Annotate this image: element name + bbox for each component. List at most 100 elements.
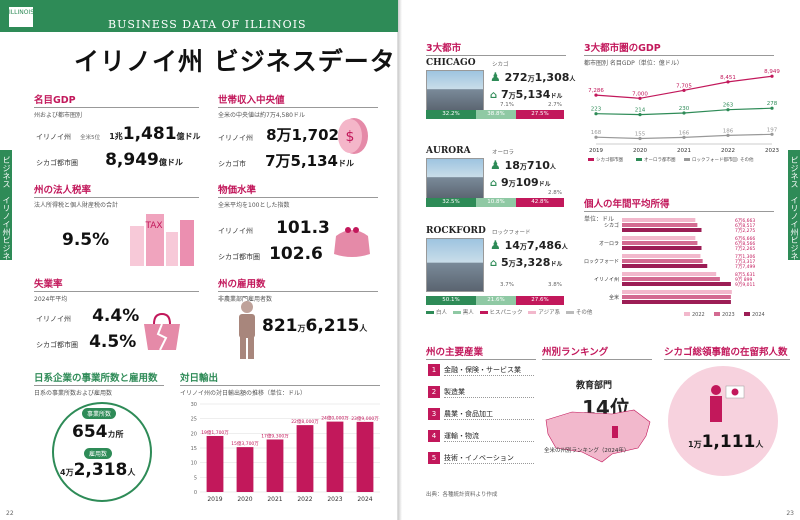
corptax-section: 州の法人税率 法人所得税と個人財産税の合計 [34, 182, 199, 209]
city-name: CHICAGO [426, 58, 476, 68]
gdp-row-metro: シカゴ都市圏 8,949億ドル [36, 150, 183, 170]
income-bar [622, 290, 732, 294]
side-tab-left[interactable]: ビジネス イリノイ州ビジネスデータ [0, 150, 12, 260]
gdp-legend-swatch [684, 158, 690, 161]
income-chart-sub: 単位：ドル [584, 216, 615, 223]
exports-chart: 0 5 10 15 20 25 30 19億1,700万 2019 15億3,700万 2020 17… [191, 402, 380, 503]
income-bar-label: 7万2,275 [735, 228, 755, 234]
gdp-point-label: 168 [591, 130, 602, 136]
side-tab-right-label: ビジネス イリノイ州ビジネスデータ [778, 156, 799, 260]
industry-item: 技術・イノベーション [444, 453, 534, 464]
unemp-row-state: イリノイ州 4.4% [36, 306, 139, 326]
gdp-chart-sub: 都市圏別 名目GDP（単位：億ドル） [584, 60, 683, 67]
income-chart-title: 個人の年間平均所得 [584, 196, 774, 212]
income-bar-label: 8万5,631 [735, 272, 755, 278]
income-legend-swatch [684, 312, 690, 316]
income-bar-label: 9万 899 [735, 277, 753, 283]
x-tick-label: 2020 [237, 496, 252, 503]
city-pop-b: 7,486 [526, 239, 562, 252]
price-row2-value: 102.6 [269, 244, 323, 264]
gdp-point [594, 112, 598, 116]
exports-title: 対日輸出 [180, 370, 380, 386]
price-row1-label: イリノイ州 [218, 227, 253, 235]
income-legend-label: 2023 [722, 312, 735, 318]
gdp-point [594, 93, 598, 97]
export-bar [326, 421, 344, 492]
income-legend-swatch [744, 312, 750, 316]
city-inc-unit: ドル [538, 181, 551, 188]
city-inc-b: 5,134 [515, 88, 551, 101]
gdp-row2-label: シカゴ都市圏 [36, 159, 78, 167]
y-tick-label: 15 [191, 446, 197, 452]
income-category-label: ロックフォード [584, 259, 619, 265]
side-tab-right[interactable]: ビジネス イリノイ州ビジネスデータ [778, 150, 800, 260]
city-kana: ロックフォード [492, 230, 531, 236]
population-icon: ♟ [490, 158, 501, 172]
gdp-point-label: 263 [723, 103, 734, 109]
employ-unit: 人 [359, 324, 368, 333]
employ-section: 州の雇用数 非農業部門雇用者数 [218, 276, 378, 303]
city-inc-a: 7 [501, 88, 509, 101]
gdp-point [682, 88, 686, 92]
gdp-point-label: 186 [723, 128, 734, 134]
unemp-title: 失業率 [34, 276, 199, 292]
gdp-point-label: 8,949 [764, 69, 780, 75]
unemp-row2-label: シカゴ都市圏 [36, 341, 78, 349]
city-inc-b: 109 [515, 176, 539, 189]
y-tick-label: 5 [194, 475, 197, 481]
gdp-chart-section: 3大都市圏のGDP 都市圏別 名目GDP（単位：億ドル） [584, 40, 774, 67]
city-pop-unit: 人 [549, 164, 556, 171]
exports-section: 対日輸出 イリノイ州の対日輸出額の推移（単位：ドル） [180, 370, 380, 397]
income-bar [622, 295, 731, 299]
gdp-row2-unit: 億ドル [158, 158, 183, 167]
gdp-point-label: 166 [679, 130, 690, 136]
city-inc: ⌂ 9万109ドル [490, 176, 551, 189]
gdp-point [682, 111, 686, 115]
industry-item: 運輸・物流 [444, 431, 534, 442]
gdp-point-label: 278 [767, 101, 778, 107]
industry-number: 5 [428, 452, 440, 464]
race-share-segment: 50.1% [426, 296, 476, 305]
export-bar-label: 22億8,000万 [291, 418, 319, 425]
city-pop-a: 272 [504, 71, 528, 84]
income-title: 世帯収入中央値 [218, 92, 378, 108]
industry-item: 金融・保険・サービス業 [444, 365, 534, 376]
gdp-row1-note: 全米5位 [80, 135, 101, 141]
employ-value: 821万6,215人 [262, 316, 368, 336]
city-kana: シカゴ [492, 62, 509, 68]
gdp-x-tick: 2019 [589, 148, 603, 154]
city-inc-unit: ドル [550, 261, 563, 268]
gdp-x-tick: 2021 [677, 148, 691, 154]
income-bar-label: 7万2,265 [735, 246, 755, 252]
left-page: ILLINOIS BUSINESS DATA OF ILLINOIS イリノイ州… [0, 0, 398, 520]
income-sub: 全米の中央値は約7万4,580ドル [218, 112, 305, 119]
gdp-row1-value-b: 1,481 [122, 124, 177, 144]
city-pop-unit: 人 [561, 244, 568, 251]
gdp-row1-label: イリノイ州 [36, 133, 71, 141]
residents-unit: 人 [755, 440, 764, 449]
japanese-circle [52, 402, 152, 502]
price-row-state: イリノイ州 101.3 [218, 218, 330, 238]
gdp-point [770, 132, 774, 136]
gdp-point-label: 155 [635, 132, 646, 138]
ranking-title: 州別ランキング [542, 344, 652, 360]
gdp-point [682, 135, 686, 139]
japanese-offices-value: 654カ所 [72, 422, 124, 442]
city-inc-a: 9 [501, 176, 509, 189]
income-category-label: シカゴ [604, 222, 619, 229]
income-bar-label: 6万8,566 [735, 241, 755, 247]
export-bar-label: 15億3,700万 [231, 440, 259, 447]
band-title: BUSINESS DATA OF ILLINOIS [108, 18, 307, 31]
income-bar-label: 6万6,663 [735, 218, 755, 224]
gdp-row-state: イリノイ州 全米5位 1兆1,481億ドル [36, 124, 201, 144]
income-bar-label: 7万1,306 [735, 254, 755, 260]
gdp-legend-label: オーロラ都市圏 [644, 156, 676, 163]
city-photo [426, 158, 484, 200]
city-pop: ♟ 14万7,486人 [490, 238, 568, 252]
income-row2-label: シカゴ市 [218, 160, 246, 168]
svg-text:TAX: TAX [144, 221, 162, 231]
residents-value-b: 1,111 [701, 432, 756, 452]
gdp-sub: 州および都市圏別 [34, 112, 83, 119]
city-note-right: 3.8% [548, 282, 562, 288]
